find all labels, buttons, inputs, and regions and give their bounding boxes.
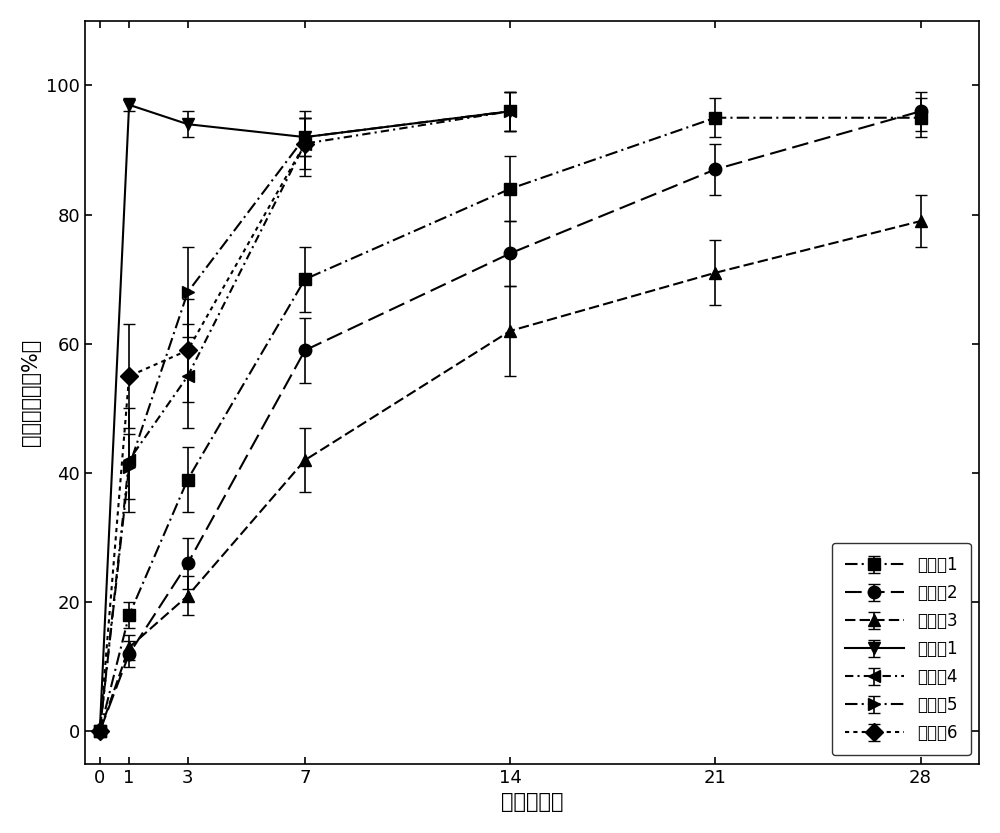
X-axis label: 时间（天）: 时间（天）	[501, 792, 563, 812]
Y-axis label: 累积释放量（%）: 累积释放量（%）	[21, 339, 41, 446]
Legend: 实施例1, 实施例2, 实施例3, 比较例1, 比较例4, 比较例5, 比较例6: 实施例1, 实施例2, 实施例3, 比较例1, 比较例4, 比较例5, 比较例6	[832, 543, 971, 756]
